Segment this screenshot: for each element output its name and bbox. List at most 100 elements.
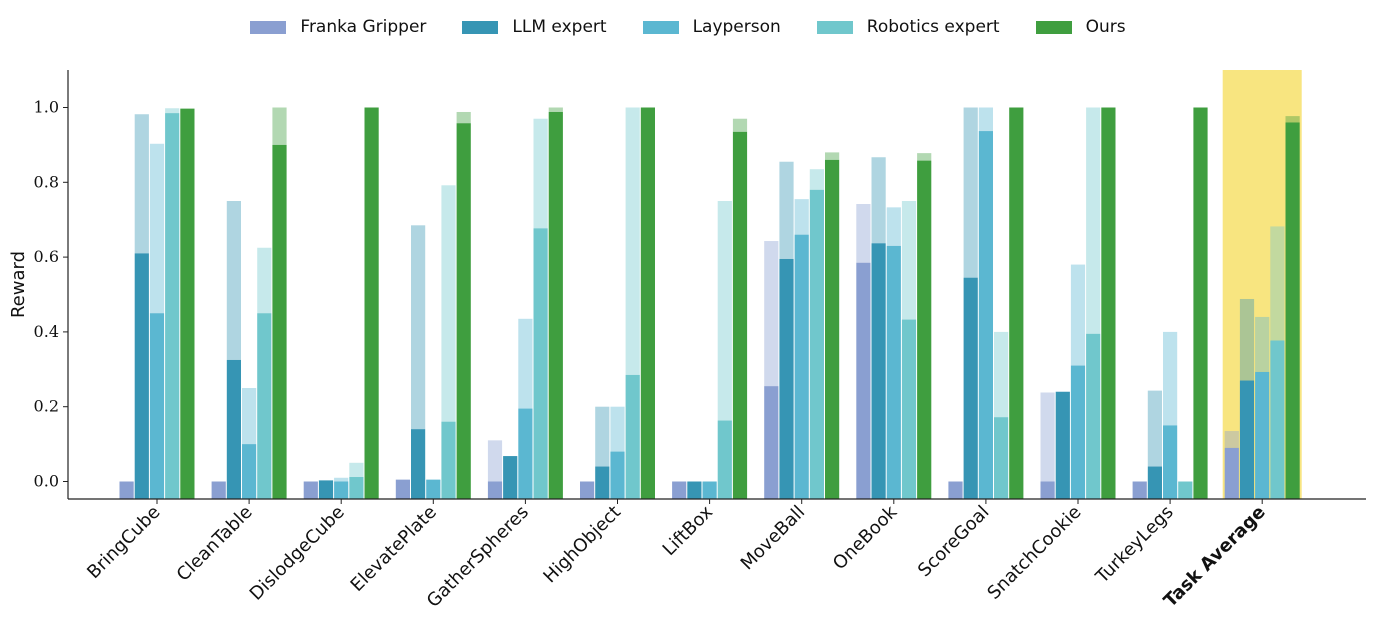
bar-max-llm-expert-scoregoal xyxy=(963,107,978,278)
bar-franka-gripper-snatchcookie xyxy=(1040,481,1055,499)
bar-franka-gripper-scoregoal xyxy=(948,481,963,499)
bar-llm-expert-snatchcookie xyxy=(1055,391,1070,499)
bar-max-llm-expert-bringcube xyxy=(134,114,149,254)
bar-ours-liftbox xyxy=(732,131,748,499)
bar-max-layperson-onebook xyxy=(886,207,901,246)
bar-robotics-expert-liftbox xyxy=(717,420,732,499)
legend-label-franka-gripper: Franka Gripper xyxy=(300,17,427,37)
bar-ours-highobject xyxy=(640,107,655,499)
bar-franka-gripper-elevateplate xyxy=(395,479,410,499)
bar-robotics-expert-task-average xyxy=(1270,340,1285,499)
y-tick-label: 0.4 xyxy=(34,322,59,341)
bar-layperson-scoregoal xyxy=(978,131,993,499)
bar-max-franka-gripper-moveball xyxy=(764,241,779,387)
legend-item-robotics-expert: Robotics expert xyxy=(816,17,1000,37)
bar-franka-gripper-dislodgecube xyxy=(303,481,318,499)
bar-ours-dislodgecube xyxy=(364,107,379,499)
bar-layperson-snatchcookie xyxy=(1070,365,1086,499)
y-tick-label: 0.6 xyxy=(34,247,59,266)
bar-max-layperson-highobject xyxy=(610,406,625,452)
bar-robotics-expert-onebook xyxy=(901,319,917,499)
bar-llm-expert-dislodgecube xyxy=(318,480,334,499)
x-tick-label-highobject: HighObject xyxy=(539,502,625,588)
x-tick-label-liftbox: LiftBox xyxy=(659,501,718,560)
bar-llm-expert-scoregoal xyxy=(963,277,978,499)
bar-max-ours-moveball xyxy=(825,152,840,160)
bar-max-llm-expert-elevateplate xyxy=(411,225,426,430)
bar-layperson-onebook xyxy=(886,245,901,499)
bar-max-ours-elevateplate xyxy=(456,111,471,124)
bar-ours-elevateplate xyxy=(456,123,471,499)
x-tick-label-onebook: OneBook xyxy=(829,501,902,574)
bar-robotics-expert-gatherspheres xyxy=(533,228,548,499)
bar-ours-cleantable xyxy=(272,144,287,499)
bar-layperson-cleantable xyxy=(242,444,257,499)
bar-llm-expert-liftbox xyxy=(687,481,702,499)
bar-max-franka-gripper-task-average xyxy=(1224,431,1239,448)
bar-max-franka-gripper-onebook xyxy=(856,203,871,263)
bar-max-layperson-task-average xyxy=(1255,316,1270,372)
bar-max-robotics-expert-scoregoal xyxy=(994,331,1009,418)
legend-swatch-layperson xyxy=(642,20,679,34)
bar-franka-gripper-cleantable xyxy=(211,481,226,499)
bar-ours-snatchcookie xyxy=(1101,107,1116,499)
bar-max-llm-expert-turkeylegs xyxy=(1147,390,1162,467)
bar-ours-turkeylegs xyxy=(1193,107,1208,499)
legend-swatch-llm-expert xyxy=(462,20,499,34)
legend-item-llm-expert: LLM expert xyxy=(462,17,607,37)
x-tick-label-bringcube: BringCube xyxy=(83,502,164,583)
x-tick-label-snatchcookie: SnatchCookie xyxy=(983,502,1085,604)
legend: Franka Gripper LLM expert Layperson Robo… xyxy=(0,14,1376,40)
legend-item-ours: Ours xyxy=(1035,17,1126,37)
bar-max-layperson-turkeylegs xyxy=(1163,331,1178,426)
bar-layperson-liftbox xyxy=(702,481,717,499)
bar-max-robotics-expert-moveball xyxy=(809,169,824,190)
legend-label-robotics-expert: Robotics expert xyxy=(866,17,1000,37)
bar-robotics-expert-cleantable xyxy=(257,313,272,499)
bar-franka-gripper-moveball xyxy=(764,386,779,499)
bar-llm-expert-turkeylegs xyxy=(1147,466,1162,499)
bar-max-layperson-cleantable xyxy=(242,388,257,445)
bar-robotics-expert-elevateplate xyxy=(441,421,456,499)
bar-robotics-expert-dislodgecube xyxy=(349,477,364,499)
bar-max-robotics-expert-liftbox xyxy=(717,201,732,421)
x-tick-label-dislodgecube: DislodgeCube xyxy=(246,502,349,605)
bar-max-robotics-expert-bringcube xyxy=(165,108,180,114)
bar-max-llm-expert-highobject xyxy=(595,406,610,467)
bar-llm-expert-highobject xyxy=(595,466,610,499)
x-tick-label-turkeylegs: TurkeyLegs xyxy=(1091,502,1177,588)
bar-layperson-task-average xyxy=(1255,371,1270,499)
bar-ours-bringcube xyxy=(180,108,195,499)
bar-max-layperson-moveball xyxy=(794,199,809,235)
bar-max-llm-expert-cleantable xyxy=(226,201,241,360)
bar-max-ours-cleantable xyxy=(272,107,287,145)
bar-ours-moveball xyxy=(825,159,840,500)
bar-layperson-bringcube xyxy=(149,313,165,499)
bar-robotics-expert-turkeylegs xyxy=(1178,481,1193,499)
bar-max-franka-gripper-gatherspheres xyxy=(487,440,503,482)
bar-ours-onebook xyxy=(917,160,932,499)
bar-max-ours-liftbox xyxy=(732,118,748,132)
bar-franka-gripper-gatherspheres xyxy=(487,481,503,499)
legend-label-llm-expert: LLM expert xyxy=(512,17,607,37)
y-axis-label: Reward xyxy=(8,251,29,318)
x-tick-label-moveball: MoveBall xyxy=(737,502,810,575)
bar-llm-expert-bringcube xyxy=(134,253,149,499)
legend-swatch-robotics-expert xyxy=(816,20,853,34)
legend-label-ours: Ours xyxy=(1085,17,1126,37)
bar-max-layperson-dislodgecube xyxy=(334,477,349,482)
legend-label-layperson: Layperson xyxy=(692,17,781,37)
bar-layperson-dislodgecube xyxy=(334,481,349,499)
bar-max-robotics-expert-snatchcookie xyxy=(1086,107,1101,334)
bar-max-robotics-expert-onebook xyxy=(901,201,917,320)
y-tick-label: 0.2 xyxy=(34,397,59,416)
bar-franka-gripper-highobject xyxy=(580,481,595,499)
bar-layperson-highobject xyxy=(610,451,625,499)
bar-ours-scoregoal xyxy=(1009,107,1024,499)
legend-swatch-franka-gripper xyxy=(250,20,287,34)
bar-robotics-expert-moveball xyxy=(809,189,824,499)
bar-max-llm-expert-moveball xyxy=(779,161,794,259)
x-tick-label-elevateplate: ElevatePlate xyxy=(347,502,441,596)
